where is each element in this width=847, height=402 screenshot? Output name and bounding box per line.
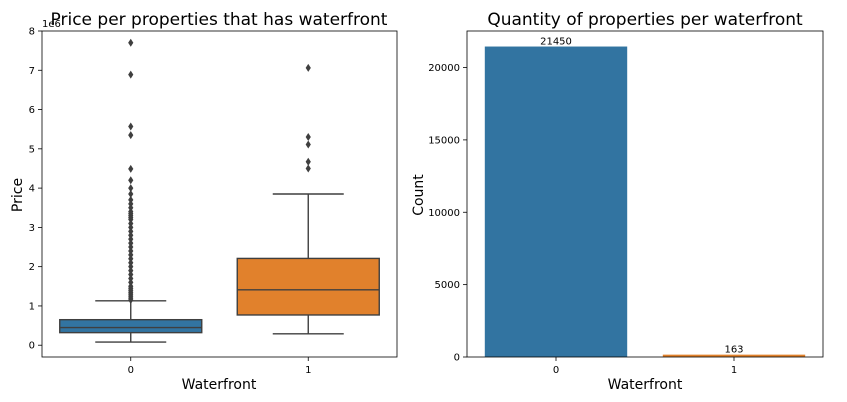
boxplot-offset-label: 1e6	[42, 19, 61, 30]
bar-y-tick-label: 5000	[435, 280, 460, 291]
box-outlier-point	[128, 70, 134, 79]
boxplot-y-tick-label: 1	[29, 301, 35, 312]
boxplot-y-tick-label: 8	[29, 27, 35, 38]
boxplot-boxes	[59, 38, 380, 343]
boxplot-x-axis-label: Waterfront	[182, 377, 257, 393]
bar-y-tick-label: 0	[454, 353, 460, 364]
box-outlier-point	[305, 140, 311, 149]
boxplot-title: Price per properties that has waterfront	[51, 10, 388, 30]
bar-data-label: 163	[724, 345, 743, 356]
box-iqr	[59, 318, 203, 334]
bar-y-tick-label: 20000	[428, 63, 460, 74]
box-outlier-point	[128, 122, 134, 131]
bar-title: Quantity of properties per waterfront	[487, 10, 803, 30]
box-outlier-point	[128, 190, 134, 198]
bar-data-label: 21450	[540, 37, 572, 48]
box-outlier-point	[305, 133, 311, 142]
box-group-0	[59, 38, 203, 343]
box-outlier-point	[128, 131, 134, 140]
boxplot-x-tick-label: 1	[305, 365, 311, 376]
box-outlier-point	[128, 296, 134, 305]
box-iqr	[236, 257, 380, 316]
boxplot-y-axis-label: Price	[10, 178, 26, 212]
boxplot-y-tick-label: 7	[29, 66, 35, 77]
boxplot-x-tick-label: 0	[128, 365, 134, 376]
bar-0	[484, 46, 628, 357]
bar-x-tick-label: 1	[731, 365, 737, 376]
bar-y-ticks: 0 5000 10000 15000 20000	[428, 63, 467, 364]
bar-1	[662, 354, 806, 357]
box-outlier-point	[305, 164, 311, 173]
boxplot-y-tick-label: 2	[29, 262, 35, 273]
bar-series: 21450 163	[484, 37, 806, 357]
box-outlier-point	[128, 184, 134, 193]
bar-x-axis-label: Waterfront	[608, 377, 683, 393]
boxplot-y-tick-label: 3	[29, 223, 35, 234]
bar-chart: Quantity of properties per waterfront 21…	[411, 10, 824, 393]
box-outlier-point	[128, 38, 134, 47]
boxplot-y-tick-label: 5	[29, 144, 35, 155]
box-outlier-point	[305, 63, 311, 72]
box-outlier-point	[128, 164, 134, 173]
boxplot-chart: Price per properties that has waterfront…	[10, 10, 398, 393]
bar-y-tick-label: 15000	[428, 135, 460, 146]
box-outlier-point	[128, 176, 134, 185]
boxplot-y-ticks: 0 1 2 3 4 5 6 7 8	[29, 27, 42, 352]
bar-x-tick-label: 0	[553, 365, 559, 376]
bar-y-axis-label: Count	[411, 174, 427, 216]
boxplot-y-tick-label: 0	[29, 341, 35, 352]
boxplot-plot-frame	[41, 30, 398, 358]
boxplot-y-tick-label: 6	[29, 105, 35, 116]
box-outlier-point	[305, 157, 311, 166]
box-group-1	[236, 63, 380, 335]
bar-plot-frame	[466, 30, 824, 358]
bar-y-tick-label: 10000	[428, 208, 460, 219]
boxplot-y-tick-label: 4	[29, 184, 35, 195]
